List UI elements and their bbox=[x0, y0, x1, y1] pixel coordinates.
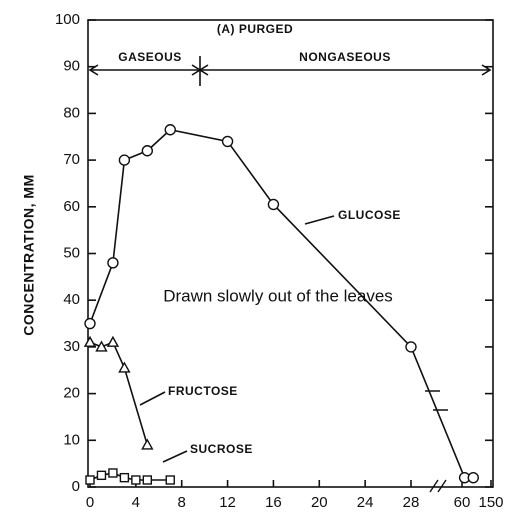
point bbox=[85, 475, 95, 485]
chart-title: (A) PURGED bbox=[217, 22, 293, 36]
x-tick-label: 12 bbox=[219, 494, 236, 511]
x-tick-label: 0 bbox=[86, 494, 94, 511]
x-tick-label: 60 bbox=[454, 494, 471, 511]
y-tick-label: 90 bbox=[63, 58, 80, 75]
point bbox=[467, 471, 479, 484]
point bbox=[164, 124, 176, 136]
series-line bbox=[89, 128, 474, 479]
y-tick-label: 80 bbox=[63, 104, 80, 121]
legend-label: GLUCOSE bbox=[338, 208, 401, 222]
x-tick-label: 24 bbox=[357, 494, 374, 511]
point bbox=[131, 475, 141, 485]
y-tick-label: 50 bbox=[63, 244, 80, 261]
point bbox=[96, 470, 107, 481]
point bbox=[141, 145, 154, 157]
point bbox=[119, 472, 130, 483]
point bbox=[118, 154, 131, 166]
y-tick-label: 60 bbox=[63, 198, 80, 215]
point bbox=[267, 198, 280, 211]
legend-label: FRUCTOSE bbox=[168, 384, 238, 398]
x-tick-label: 20 bbox=[311, 494, 328, 511]
y-tick-label: 10 bbox=[63, 431, 80, 448]
x-tick-label: 8 bbox=[178, 494, 186, 511]
point bbox=[142, 475, 153, 485]
point bbox=[107, 257, 119, 269]
y-tick-label: 70 bbox=[63, 151, 80, 168]
point bbox=[165, 475, 175, 485]
annotation: Drawn slowly out of the leaves bbox=[163, 286, 393, 305]
x-tick-label: 28 bbox=[403, 494, 420, 511]
plot-frame bbox=[87, 19, 494, 488]
phase-arrows bbox=[88, 64, 492, 76]
leader-line bbox=[304, 215, 335, 225]
phase-label: GASEOUS bbox=[118, 50, 182, 64]
y-tick-label: 100 bbox=[55, 11, 80, 28]
y-tick-label: 40 bbox=[63, 291, 80, 308]
y-tick-label: 20 bbox=[63, 385, 80, 402]
point bbox=[118, 361, 131, 373]
y-tick-label: 30 bbox=[63, 338, 80, 355]
y-tick-label: 0 bbox=[72, 478, 80, 495]
point bbox=[106, 335, 120, 347]
axis-break bbox=[429, 479, 447, 493]
point bbox=[84, 317, 96, 330]
leader-line bbox=[139, 391, 166, 406]
point bbox=[95, 340, 108, 352]
point bbox=[221, 135, 234, 148]
line-break bbox=[425, 390, 448, 411]
phase-label: NONGASEOUS bbox=[299, 50, 391, 64]
series-line bbox=[89, 341, 149, 446]
y-axis-label: CONCENTRATION, MM bbox=[21, 174, 37, 335]
leader-line bbox=[162, 450, 188, 463]
x-tick-label: 4 bbox=[132, 494, 140, 511]
legend-label: SUCROSE bbox=[190, 442, 253, 456]
x-tick-label: 150 bbox=[478, 494, 503, 511]
point bbox=[83, 335, 97, 347]
point bbox=[108, 468, 118, 478]
x-tick-label: 16 bbox=[265, 494, 282, 511]
point bbox=[405, 341, 417, 353]
point bbox=[141, 438, 154, 450]
